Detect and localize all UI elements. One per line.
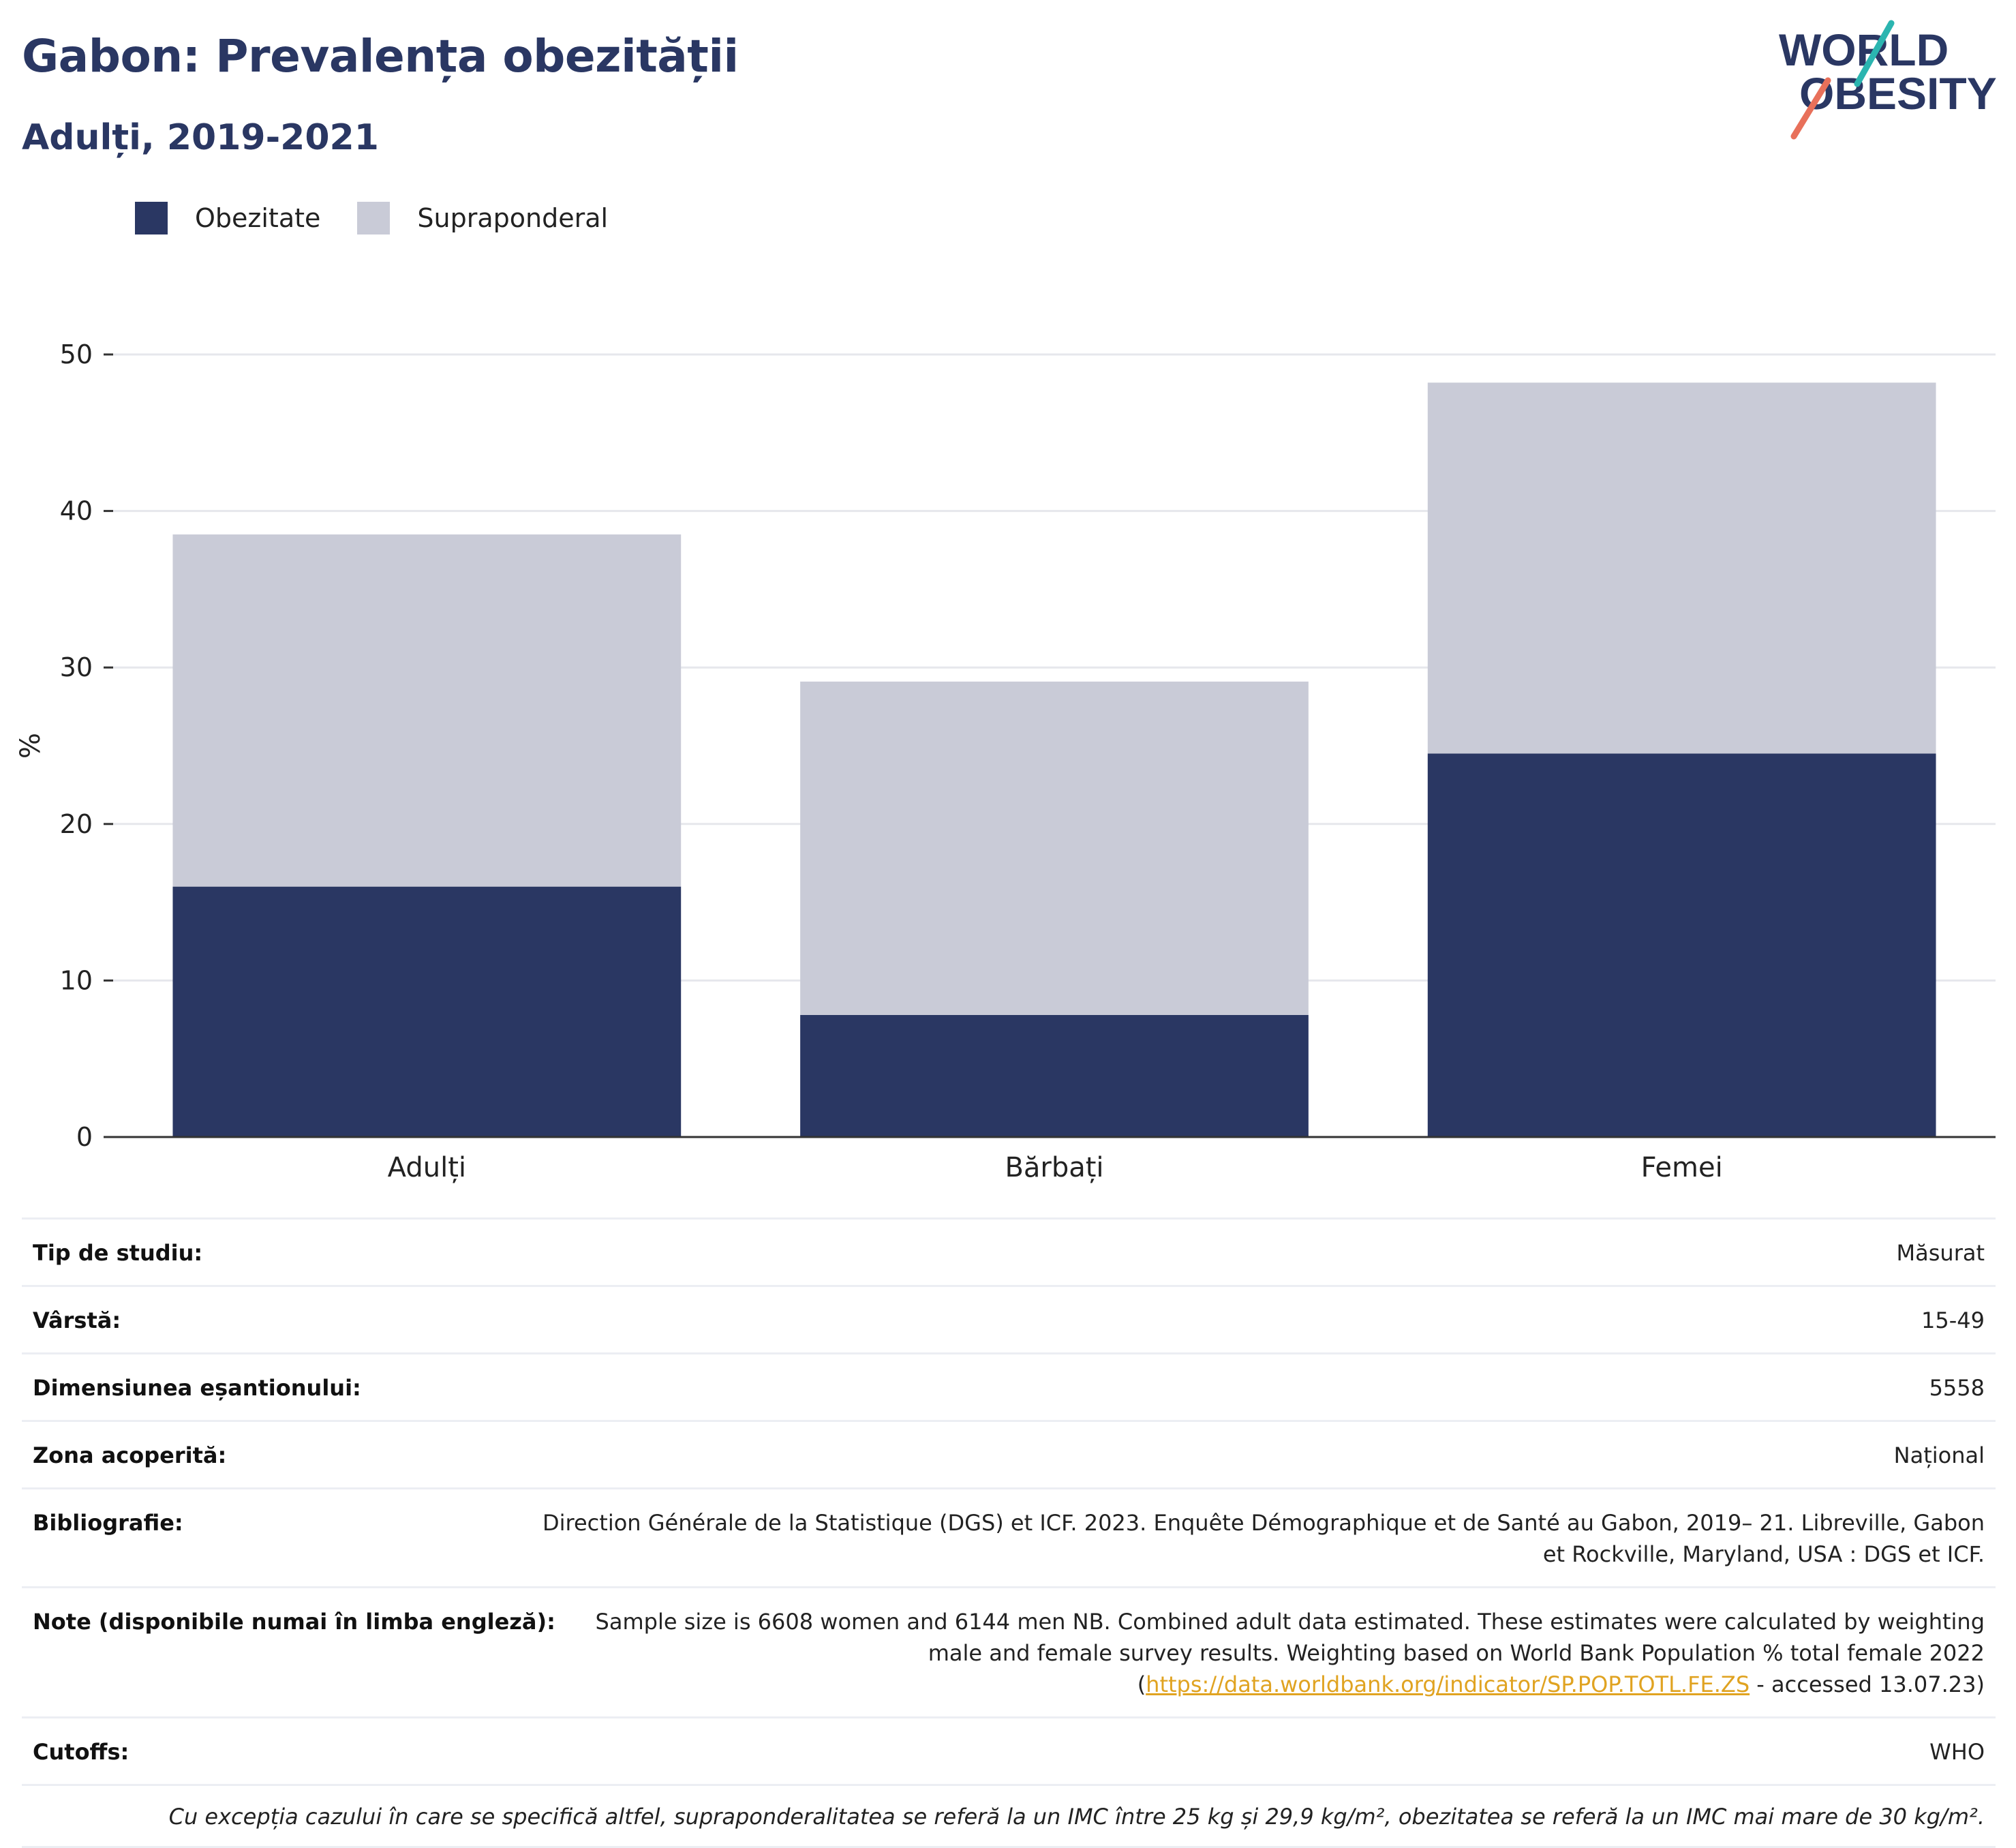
y-tick-label: 40 [60,496,93,526]
info-value: Sample size is 6608 women and 6144 men N… [555,1606,1985,1700]
footnote: Cu excepția cazului în care se specifică… [22,1786,1996,1848]
info-row: Cutoffs: WHO [22,1718,1996,1786]
info-row: Vârstă: 15-49 [22,1287,1996,1354]
info-label: Cutoffs: [33,1739,129,1765]
legend-item-obesity: Obezitate [135,202,320,234]
info-table: Tip de studiu: Măsurat Vârstă: 15-49 Dim… [22,1217,1996,1848]
legend-swatch-obesity [135,202,168,234]
bar-chart: 0 10 20 30 40 50% Adulți Bărbați Femei [15,339,1996,1183]
x-tick-label: Adulți [388,1152,466,1183]
notes-suffix: - accessed 13.07.23) [1750,1671,1985,1697]
bar-overweight [1427,382,1936,754]
y-axis-label: % [15,733,46,759]
info-value: 5558 [1929,1375,1985,1401]
legend-swatch-overweight [357,202,391,234]
info-label: Vârstă: [33,1307,121,1333]
info-value: WHO [1929,1739,1985,1765]
info-label: Bibliografie: [33,1510,183,1536]
info-label: Tip de studiu: [33,1240,203,1266]
info-row: Bibliografie: Direction Générale de la S… [22,1489,1996,1588]
info-row: Dimensiunea eșantionului: 5558 [22,1354,1996,1422]
bar-overweight [800,681,1309,1015]
y-tick-label: 50 [60,339,93,369]
y-tick-label: 0 [76,1122,93,1152]
logo-word-obesity: OBESITY [1799,68,1997,119]
logo-slash-coral [1790,77,1831,140]
legend-label-obesity: Obezitate [195,203,321,233]
bar-obesity [172,886,682,1137]
info-row: Tip de studiu: Măsurat [22,1220,1996,1287]
info-label: Zona acoperită: [33,1442,227,1468]
legend-item-overweight: Supraponderal [357,202,608,234]
info-label: Dimensiunea eșantionului: [33,1375,361,1401]
info-label: Note (disponibile numai în limba engleză… [33,1609,555,1635]
notes-text: Sample size is 6608 women and 6144 men N… [595,1609,1985,1697]
bar-overweight [172,534,682,887]
logo-slash-teal [1854,20,1895,87]
y-tick-label: 20 [60,809,93,839]
chart-title: Gabon: Prevalența obezității [22,30,739,82]
bar-obesity [800,1014,1309,1137]
info-row-notes: Note (disponibile numai în limba engleză… [22,1588,1996,1718]
y-tick-label: 10 [60,965,93,995]
info-value: Măsurat [1896,1240,1985,1266]
info-value: Național [1893,1442,1985,1468]
info-row: Zona acoperită: Național [22,1422,1996,1489]
info-value: Direction Générale de la Statistique (DG… [543,1510,1985,1567]
legend: Obezitate Supraponderal [135,202,645,234]
info-value: 15-49 [1921,1307,1985,1333]
world-obesity-logo: WORLD OBESITY [1779,20,1997,140]
x-tick-label: Femei [1641,1152,1723,1183]
x-tick-label: Bărbați [1005,1152,1103,1183]
worldbank-link[interactable]: https://data.worldbank.org/indicator/SP.… [1146,1671,1750,1697]
bar-obesity [1427,753,1936,1137]
y-tick-label: 30 [60,652,93,682]
legend-label-overweight: Supraponderal [417,203,609,233]
chart-subtitle: Adulți, 2019-2021 [22,117,379,158]
